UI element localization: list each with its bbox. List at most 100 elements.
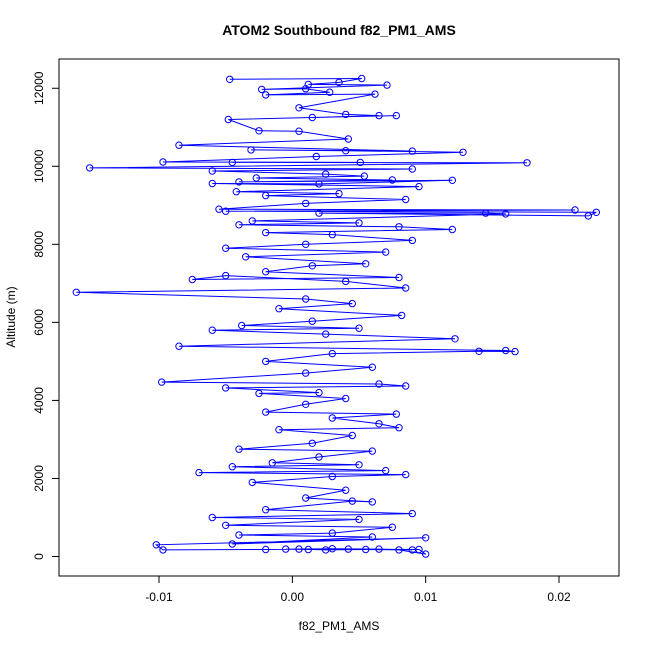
- data-point: [262, 408, 270, 416]
- data-point: [222, 271, 230, 280]
- data-point: [502, 346, 510, 355]
- data-point: [326, 88, 334, 96]
- y-tick-label: 2000: [32, 465, 46, 492]
- data-point: [422, 550, 430, 558]
- data-point: [235, 178, 243, 186]
- data-point: [408, 509, 416, 518]
- data-point: [188, 275, 197, 284]
- data-point: [302, 240, 310, 249]
- data-point: [356, 158, 364, 167]
- x-tick-label: 0.00: [281, 590, 305, 604]
- data-point: [592, 208, 600, 217]
- data-point: [382, 248, 390, 256]
- data-point: [355, 461, 363, 469]
- data-point: [224, 115, 233, 124]
- data-point: [322, 330, 330, 338]
- data-point: [275, 426, 283, 434]
- data-point: [208, 326, 217, 334]
- data-point: [235, 221, 243, 229]
- data-point: [395, 424, 403, 432]
- data-point: [375, 380, 383, 388]
- data-point: [368, 533, 376, 541]
- data-point: [175, 141, 183, 149]
- data-point: [348, 497, 356, 505]
- data-point: [402, 382, 410, 390]
- data-point: [328, 349, 336, 358]
- data-point: [415, 182, 423, 191]
- data-point: [368, 498, 376, 506]
- data-point: [328, 472, 336, 481]
- data-point: [342, 486, 350, 494]
- data-point: [258, 85, 266, 94]
- data-point: [235, 531, 243, 539]
- data-point: [335, 189, 343, 198]
- data-point: [312, 152, 320, 161]
- data-point: [402, 195, 410, 204]
- data-point: [208, 513, 217, 522]
- data-point: [344, 135, 352, 143]
- data-point: [268, 459, 276, 467]
- data-point: [342, 277, 350, 286]
- data-point: [228, 540, 237, 548]
- y-tick-label: 6000: [32, 309, 46, 336]
- data-point: [375, 545, 383, 553]
- data-point: [302, 85, 310, 93]
- data-point: [308, 317, 316, 325]
- data-point: [355, 324, 363, 332]
- data-point: [175, 342, 183, 350]
- data-point: [295, 104, 303, 112]
- data-point: [448, 176, 456, 185]
- data-point: [459, 148, 467, 157]
- data-point: [252, 174, 260, 182]
- data-point: [195, 468, 203, 477]
- data-point: [395, 273, 403, 282]
- data-point: [571, 206, 579, 214]
- data-point: [232, 188, 241, 196]
- data-point: [328, 230, 336, 239]
- data-point: [226, 75, 234, 84]
- y-axis: 0 2000 4000 6000 8000 10000 12000: [32, 71, 60, 560]
- data-point: [302, 199, 310, 208]
- data-point: [222, 207, 230, 215]
- data-point: [238, 321, 246, 330]
- data-point: [348, 299, 356, 308]
- data-point: [248, 217, 257, 225]
- data-point: [422, 534, 430, 542]
- data-point: [451, 335, 459, 343]
- data-point: [255, 127, 263, 135]
- data-point: [242, 253, 250, 261]
- data-point: [388, 523, 396, 531]
- data-point: [315, 209, 323, 217]
- y-tick-label: 12000: [32, 71, 46, 105]
- data-point: [335, 78, 343, 87]
- x-tick-label: 0.01: [414, 590, 438, 604]
- data-point: [262, 506, 270, 514]
- data-point: [371, 90, 379, 98]
- data-point: [355, 515, 363, 524]
- data-point: [383, 81, 391, 89]
- data-point: [282, 545, 290, 553]
- data-point: [152, 541, 161, 549]
- data-point: [408, 236, 416, 245]
- data-point: [222, 521, 230, 529]
- data-point: [222, 384, 230, 392]
- y-tick-label: 8000: [32, 231, 46, 258]
- data-point: [395, 546, 403, 554]
- data-point: [262, 545, 270, 554]
- data-point: [308, 439, 316, 447]
- data-point: [295, 545, 303, 553]
- data-point: [392, 410, 400, 418]
- y-tick-label: 0: [32, 553, 46, 560]
- data-point: [304, 545, 312, 554]
- data-point: [262, 357, 270, 366]
- data-point: [342, 394, 350, 403]
- data-point: [86, 164, 94, 172]
- data-point: [315, 180, 323, 188]
- data-point: [398, 311, 406, 320]
- data-point: [262, 191, 270, 200]
- data-point: [295, 127, 303, 135]
- data-point: [392, 111, 400, 120]
- data-point: [358, 74, 366, 83]
- data-point: [322, 170, 330, 178]
- x-tick-label: 0.02: [547, 590, 571, 604]
